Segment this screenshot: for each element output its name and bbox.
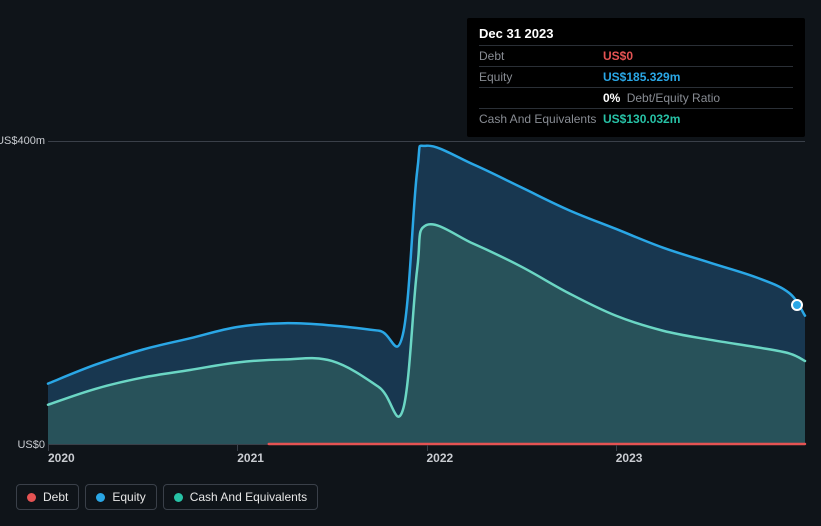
tooltip-value: US$0 [603,49,633,63]
tooltip-value: US$130.032m [603,112,680,126]
legend-item-equity[interactable]: Equity [85,484,156,510]
tooltip-row: Cash And Equivalents US$130.032m [479,108,793,129]
chart-svg [48,142,805,444]
x-axis-label: 2022 [427,451,454,465]
hover-marker-icon [791,299,803,311]
tooltip-suffix: Debt/Equity Ratio [627,91,720,105]
chart-tooltip: Dec 31 2023 Debt US$0 Equity US$185.329m… [467,18,805,137]
x-axis-label: 2023 [616,451,643,465]
legend-label: Debt [43,490,68,504]
legend-label: Cash And Equivalents [190,490,307,504]
tooltip-row: 0% Debt/Equity Ratio [479,87,793,108]
x-axis-labels: 2020 2021 2022 2023 [48,451,805,467]
legend-dot-icon [96,493,105,502]
y-axis-label-min: US$0 [17,439,45,451]
x-axis-label: 2021 [237,451,264,465]
legend-dot-icon [27,493,36,502]
x-axis-label: 2020 [48,451,75,465]
tooltip-label: Equity [479,70,603,84]
legend-label: Equity [112,490,145,504]
tooltip-row: Equity US$185.329m [479,66,793,87]
tooltip-label [479,91,603,105]
legend-item-debt[interactable]: Debt [16,484,79,510]
plot-area[interactable] [48,141,805,445]
chart-legend: Debt Equity Cash And Equivalents [16,484,318,510]
tooltip-label: Debt [479,49,603,63]
legend-dot-icon [174,493,183,502]
tooltip-label: Cash And Equivalents [479,112,603,126]
tooltip-row: Debt US$0 [479,45,793,66]
tooltip-value: 0% [603,91,620,105]
legend-item-cash[interactable]: Cash And Equivalents [163,484,318,510]
tooltip-value: US$185.329m [603,70,680,84]
tooltip-date: Dec 31 2023 [479,26,793,45]
y-axis-label-max: US$400m [0,135,45,147]
